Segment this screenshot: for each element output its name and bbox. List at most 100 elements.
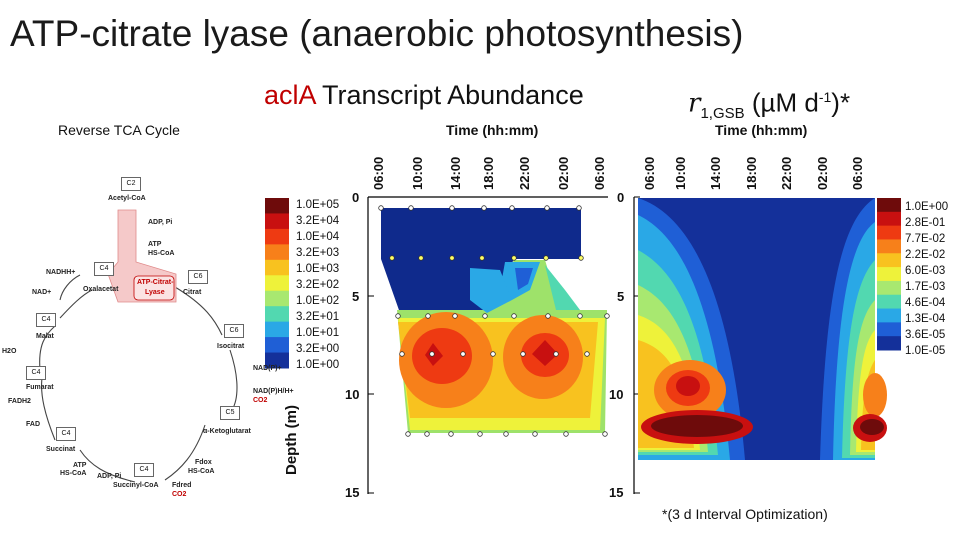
- legend-label: 3.2E+01: [296, 311, 340, 323]
- contour-region-red: [676, 376, 700, 396]
- legend-swatch: [877, 225, 901, 240]
- legend-swatch: [877, 294, 901, 310]
- contour-region-dark-red: [860, 419, 884, 435]
- legend-swatch: [877, 253, 901, 268]
- hscoa-label: HS-CoA: [148, 250, 175, 257]
- sample-point: [449, 205, 455, 211]
- sample-point: [482, 313, 488, 319]
- contour-region-red: [532, 340, 558, 366]
- legend-label: 1.0E+00: [296, 359, 340, 371]
- contour-region-light-blue: [470, 268, 512, 313]
- legend-swatch: [877, 308, 901, 323]
- carbon-box: C4: [36, 313, 56, 327]
- legend-label: 1.0E+01: [296, 327, 340, 339]
- carbon-box: C4: [56, 427, 76, 441]
- legend-label: 2.8E-01: [905, 217, 946, 229]
- legend-swatch: [877, 336, 901, 351]
- legend-swatch: [265, 259, 289, 276]
- legend-label: 2.2E-02: [905, 249, 946, 261]
- legend-label: 4.6E-04: [905, 297, 946, 309]
- sample-point: [481, 205, 487, 211]
- legend-swatch: [265, 275, 289, 292]
- fd-red-label: Fdred: [172, 482, 192, 489]
- depth-tick: 15: [609, 485, 624, 500]
- enzyme-label-line1: ATP-Citrat-: [137, 279, 174, 286]
- sample-point: [399, 351, 405, 357]
- legend-label: 1.0E+00: [905, 201, 949, 213]
- legend-label: 1.0E+04: [296, 231, 340, 243]
- sample-point: [460, 351, 466, 357]
- legend-label: 3.2E+03: [296, 247, 340, 259]
- time-title-left: Time (hh:mm): [446, 122, 539, 138]
- cycle-title: Reverse TCA Cycle: [58, 122, 180, 138]
- legend-label: 1.3E-04: [905, 313, 946, 325]
- contour-region-orange: [863, 373, 887, 417]
- carbon-box: C5: [220, 406, 240, 420]
- sample-point: [602, 431, 608, 437]
- sample-point: [477, 431, 483, 437]
- legend-label: 3.2E+04: [296, 215, 340, 227]
- left-contour: [381, 208, 607, 433]
- atp-bottom-label: ATP: [73, 462, 87, 469]
- enzyme-label-line2: Lyase: [145, 289, 165, 296]
- fd-ox-label: Fdox: [195, 459, 212, 466]
- arrow-isocitrat-keto: [229, 349, 238, 411]
- arrow-nadh: [59, 274, 81, 301]
- legend-swatch: [265, 306, 289, 323]
- co2-bottom-label: CO2: [172, 491, 187, 498]
- arrow-malat-oxalacetat: [59, 289, 93, 319]
- subtitle-text: Transcript Abundance: [315, 80, 584, 110]
- sample-point: [578, 255, 584, 261]
- sample-point: [449, 255, 455, 261]
- legend-swatch: [265, 244, 289, 261]
- legend-swatch: [877, 211, 901, 227]
- sample-point: [511, 313, 517, 319]
- sample-point: [408, 205, 414, 211]
- legend-label: 1.7E-03: [905, 281, 946, 293]
- legend-label: 1.0E+03: [296, 263, 340, 275]
- legend-swatch: [265, 337, 289, 354]
- fumarat-label: Fumarat: [26, 384, 54, 391]
- legend-label: 1.0E+05: [296, 199, 340, 211]
- legend-swatch: [877, 280, 901, 296]
- sample-point: [389, 255, 395, 261]
- acetyl-coa-label: Acetyl-CoA: [108, 195, 146, 202]
- sample-point: [503, 431, 509, 437]
- legend-swatch: [265, 290, 289, 307]
- hscoa-fd-label: HS-CoA: [188, 468, 215, 475]
- sample-point: [405, 431, 411, 437]
- slide-title: ATP-citrate lyase (anaerobic photosynthe…: [10, 13, 744, 54]
- nadp-label: NAD(P)+: [253, 365, 282, 372]
- sample-point: [520, 351, 526, 357]
- carbon-box: C6: [188, 270, 208, 284]
- legend-left: [265, 198, 289, 369]
- sample-point: [545, 313, 551, 319]
- rate-unit-exp: -1: [818, 89, 832, 105]
- sample-point: [378, 205, 384, 211]
- co2-right-label: CO2: [253, 397, 268, 404]
- depth-tick: 5: [617, 289, 625, 304]
- legend-swatch: [265, 228, 289, 245]
- contour-region-blue: [515, 268, 533, 290]
- contour-region-cyan: [545, 265, 580, 310]
- sample-point: [576, 205, 582, 211]
- sample-point: [532, 431, 538, 437]
- legend-swatch: [265, 352, 289, 369]
- chart-subtitle: aclA Transcript Abundance: [264, 78, 584, 112]
- legend-swatch: [877, 322, 901, 337]
- sample-point: [490, 351, 496, 357]
- depth-tick: 15: [345, 485, 360, 500]
- sample-points: [378, 205, 610, 437]
- fad-label: FAD: [26, 421, 40, 428]
- rate-label: r1,GSB (µM d-1)*: [688, 80, 850, 131]
- carbon-box: C6: [224, 324, 244, 338]
- legend-swatch: [877, 239, 901, 254]
- nad-label: NAD+: [32, 289, 52, 296]
- carbon-box: C2: [121, 177, 141, 191]
- sample-point: [448, 431, 454, 437]
- left-y-ticks: [368, 196, 374, 494]
- legend-label: 3.6E-05: [905, 329, 946, 341]
- depth-tick: 0: [617, 190, 625, 205]
- sample-point: [543, 255, 549, 261]
